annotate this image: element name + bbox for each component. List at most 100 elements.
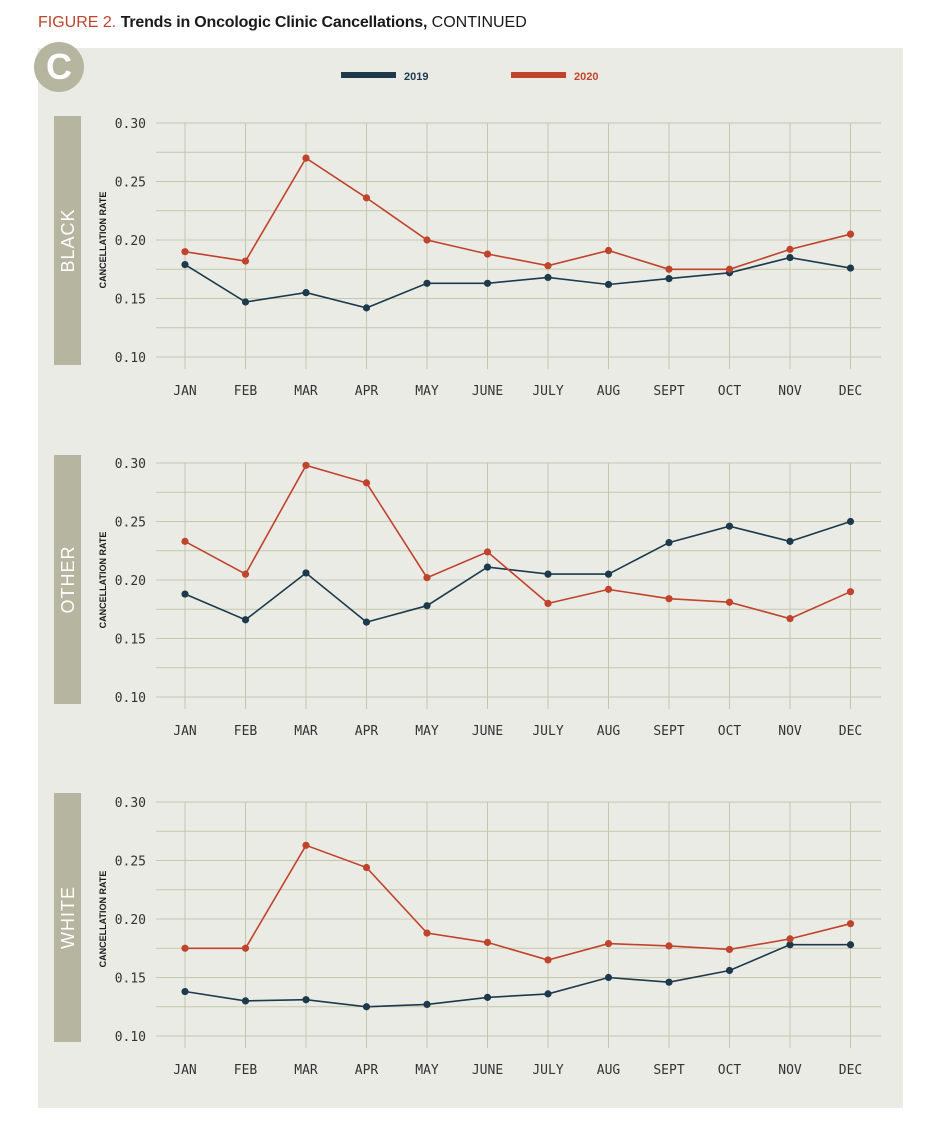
x-tick-label: JUNE [472,1063,503,1078]
data-point-2020 [362,479,371,487]
data-point-2019 [846,264,855,272]
data-point-2020 [483,938,492,947]
data-point-2019 [544,990,552,998]
data-point-2019 [665,275,673,283]
data-point-2019 [423,602,431,610]
data-point-2019 [362,304,371,312]
x-tick-label: MAR [294,724,318,739]
group-label-box-white [54,793,81,1042]
y-tick-label: 0.10 [115,351,146,366]
data-point-2020 [786,245,794,253]
figure-title-text: Trends in Oncologic Clinic Cancellations… [120,14,428,31]
group-label-box-black [54,116,81,365]
x-tick-label: OCT [718,1063,742,1078]
data-point-2020 [604,939,613,948]
y-tick-label: 0.15 [115,293,146,308]
x-tick-label: FEB [234,724,258,739]
series-line-2019 [184,520,851,623]
data-point-2019 [665,978,673,986]
legend-label-2020: 2020 [574,71,598,83]
data-point-2020 [604,585,613,593]
data-point-2020 [181,537,189,545]
data-point-2020 [241,570,250,578]
y-tick-label: 0.30 [115,117,146,132]
data-point-2019 [181,987,189,996]
data-point-2020 [725,945,734,954]
data-point-2019 [423,1000,431,1009]
series-line-2020 [184,464,851,620]
x-tick-label: MAY [415,384,439,399]
data-point-2019 [786,537,794,545]
data-point-2019 [241,616,250,624]
data-point-2020 [181,248,189,256]
data-point-2019 [665,538,673,547]
x-tick-label: JULY [532,1063,563,1078]
x-tick-label: NOV [778,1063,802,1078]
legend-swatch-2020 [511,72,566,78]
figure-title-suffix: CONTINUED [431,14,527,31]
data-point-2020 [604,246,613,255]
y-tick-label: 0.20 [115,574,146,589]
series-line-2019 [184,256,851,309]
y-tick-label: 0.25 [115,176,146,191]
group-label-black: BLACK [58,208,78,272]
x-tick-label: DEC [839,1063,862,1078]
group-label-box-other [54,455,81,704]
data-point-2019 [362,1003,371,1011]
legend-label-2019: 2019 [404,71,428,83]
data-point-2020 [302,154,310,162]
data-point-2020 [423,929,431,937]
y-tick-label: 0.15 [115,633,146,648]
data-point-2020 [665,942,673,950]
data-point-2019 [302,996,310,1004]
x-tick-label: JUNE [472,724,503,739]
data-point-2019 [181,260,189,269]
x-tick-label: AUG [597,724,621,739]
data-point-2019 [483,279,492,287]
x-tick-label: NOV [778,384,802,399]
y-tick-label: 0.30 [115,796,146,811]
x-tick-label: FEB [234,1063,258,1078]
data-point-2020 [423,574,431,582]
data-point-2019 [604,973,613,982]
x-tick-label: APR [355,1063,379,1078]
x-tick-label: AUG [597,1063,621,1078]
chart-other: OTHER CANCELLATION RATE 0.10 0.15 0.20 0.25 0.… [54,455,881,739]
data-point-2020 [665,595,673,603]
y-tick-label: 0.15 [115,972,146,987]
x-tick-label: APR [355,384,379,399]
data-point-2019 [544,570,552,578]
figure-title: FIGURE 2. Trends in Oncologic Clinic Can… [38,14,527,32]
x-tick-label: JAN [173,724,196,739]
data-point-2020 [483,250,492,258]
data-point-2020 [241,944,250,952]
data-point-2019 [604,280,613,289]
data-point-2020 [362,863,371,872]
data-point-2019 [302,289,310,297]
panel-badge: C [34,42,84,92]
chart-black: BLACK CANCELLATION RATE 0.10 0.15 0.20 0.25 0.… [54,116,881,399]
data-point-2020 [725,598,734,606]
data-point-2020 [483,548,492,556]
data-point-2020 [544,262,552,270]
x-tick-label: DEC [839,724,862,739]
x-tick-label: OCT [718,384,742,399]
data-point-2020 [665,265,673,273]
x-tick-label: AUG [597,384,621,399]
data-point-2019 [362,618,371,626]
data-point-2020 [302,841,310,849]
data-point-2020 [302,461,310,469]
data-point-2020 [544,599,552,608]
data-point-2020 [241,257,250,265]
x-tick-label: APR [355,724,379,739]
data-point-2019 [725,966,734,975]
x-tick-label: JAN [173,384,196,399]
x-tick-label: NOV [778,724,802,739]
data-point-2020 [846,230,855,238]
x-tick-label: FEB [234,384,258,399]
x-tick-label: DEC [839,384,862,399]
x-tick-label: SEPT [653,384,684,399]
series-line-2020 [184,156,851,271]
data-point-2019 [544,273,552,282]
